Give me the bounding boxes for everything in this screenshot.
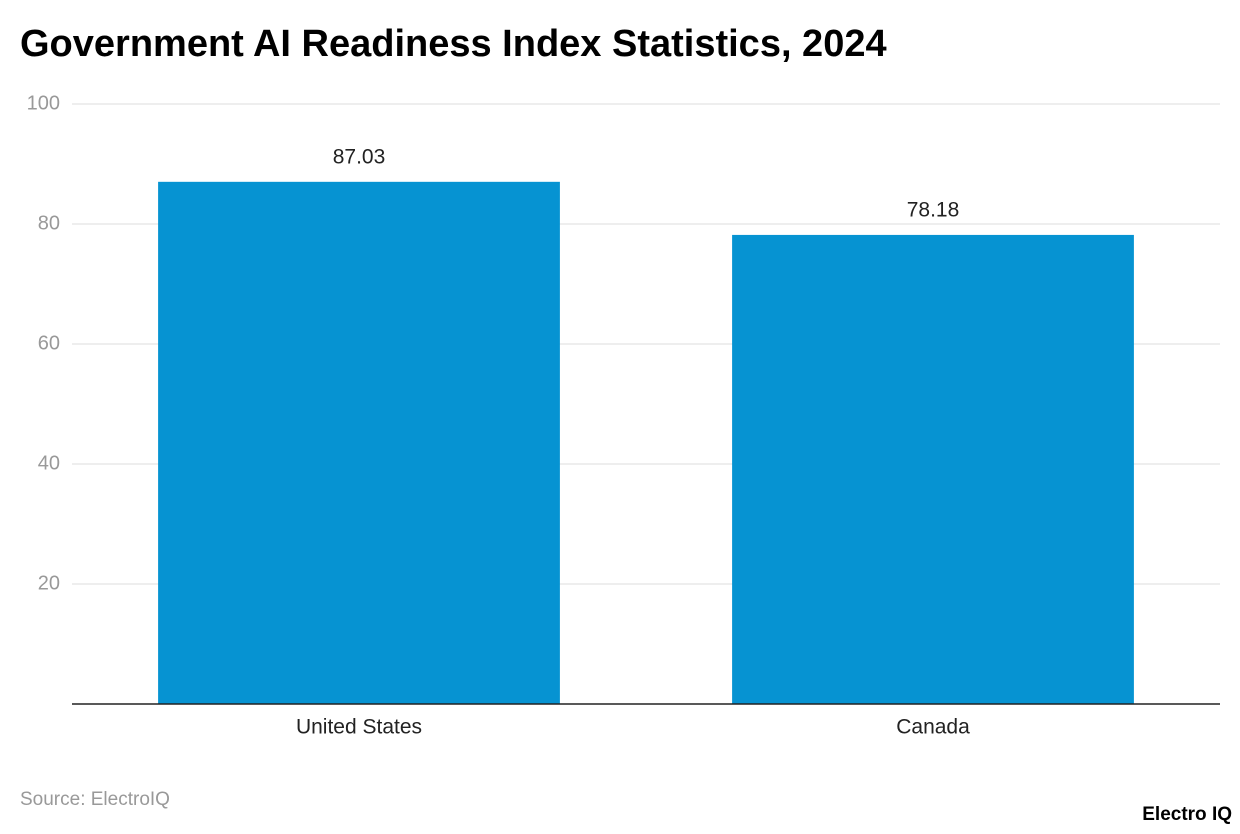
chart-title: Government AI Readiness Index Statistics… [20,23,887,65]
y-tick-label: 60 [38,332,60,354]
y-tick-label: 100 [27,92,60,114]
source: Source: ElectroIQ [20,789,170,810]
value-label: 78.18 [907,198,960,221]
x-tick-label: Canada [896,716,970,739]
x-tick-label: United States [296,716,422,739]
bar [732,234,1134,705]
y-tick-label: 40 [38,452,60,474]
y-tick-label: 80 [38,212,60,234]
logo: Electro IQ [1142,804,1232,825]
bar [158,181,560,704]
value-label: 87.03 [333,145,386,168]
y-tick-label: 20 [38,572,60,594]
